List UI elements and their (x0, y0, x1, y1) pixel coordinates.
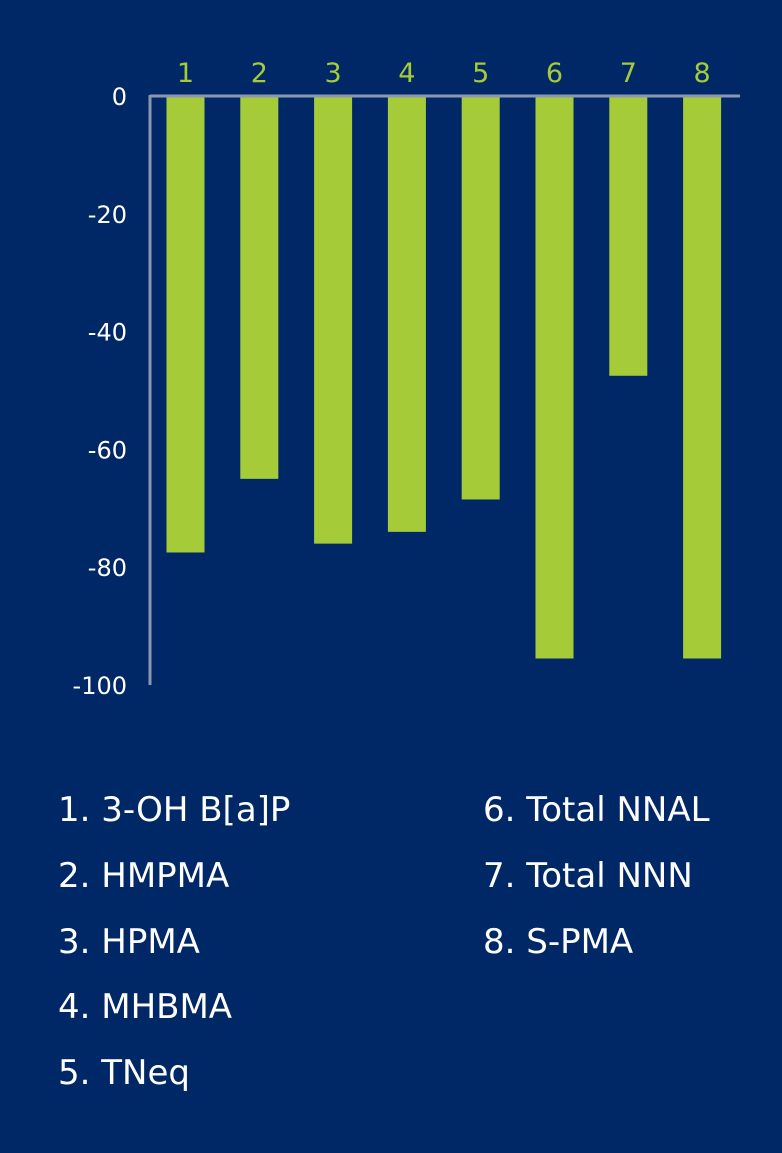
x-tick-label-6: 6 (546, 58, 563, 89)
bar-4 (387, 96, 426, 532)
x-tick-label-5: 5 (472, 58, 489, 89)
y-tick-label: -100 (73, 672, 127, 700)
bar-3 (314, 96, 353, 544)
legend-item-3: 3. HPMA (58, 922, 200, 962)
x-tick-label-2: 2 (251, 58, 268, 89)
legend-item-1: 1. 3-OH B[a]P (58, 790, 291, 830)
x-tick-label-7: 7 (620, 58, 637, 89)
legend-item-6: 6. Total NNAL (483, 790, 710, 830)
y-tick-label: 0 (112, 83, 127, 111)
y-tick-label: -80 (88, 554, 127, 582)
y-tick-label: -40 (88, 319, 127, 347)
bar-7 (609, 96, 648, 376)
bar-1 (166, 96, 205, 553)
legend-item-8: 8. S-PMA (483, 922, 634, 962)
legend-item-7: 7. Total NNN (483, 856, 693, 896)
bar-5 (461, 96, 500, 500)
bar-8 (683, 96, 722, 659)
legend-item-4: 4. MHBMA (58, 987, 233, 1027)
y-tick-label: -60 (88, 436, 127, 464)
x-tick-label-8: 8 (694, 58, 711, 89)
x-tick-label-4: 4 (398, 58, 415, 89)
bar-6 (535, 96, 574, 659)
bar-2 (240, 96, 279, 479)
x-tick-label-1: 1 (177, 58, 194, 89)
bar-chart: 1 2 3 4 5 6 7 8 0 -20 -40 -60 -80 -100 (73, 58, 740, 700)
y-tick-label: -20 (88, 201, 127, 229)
x-tick-label-3: 3 (325, 58, 342, 89)
legend-item-5: 5. TNeq (58, 1053, 190, 1093)
legend-item-2: 2. HMPMA (58, 856, 230, 896)
